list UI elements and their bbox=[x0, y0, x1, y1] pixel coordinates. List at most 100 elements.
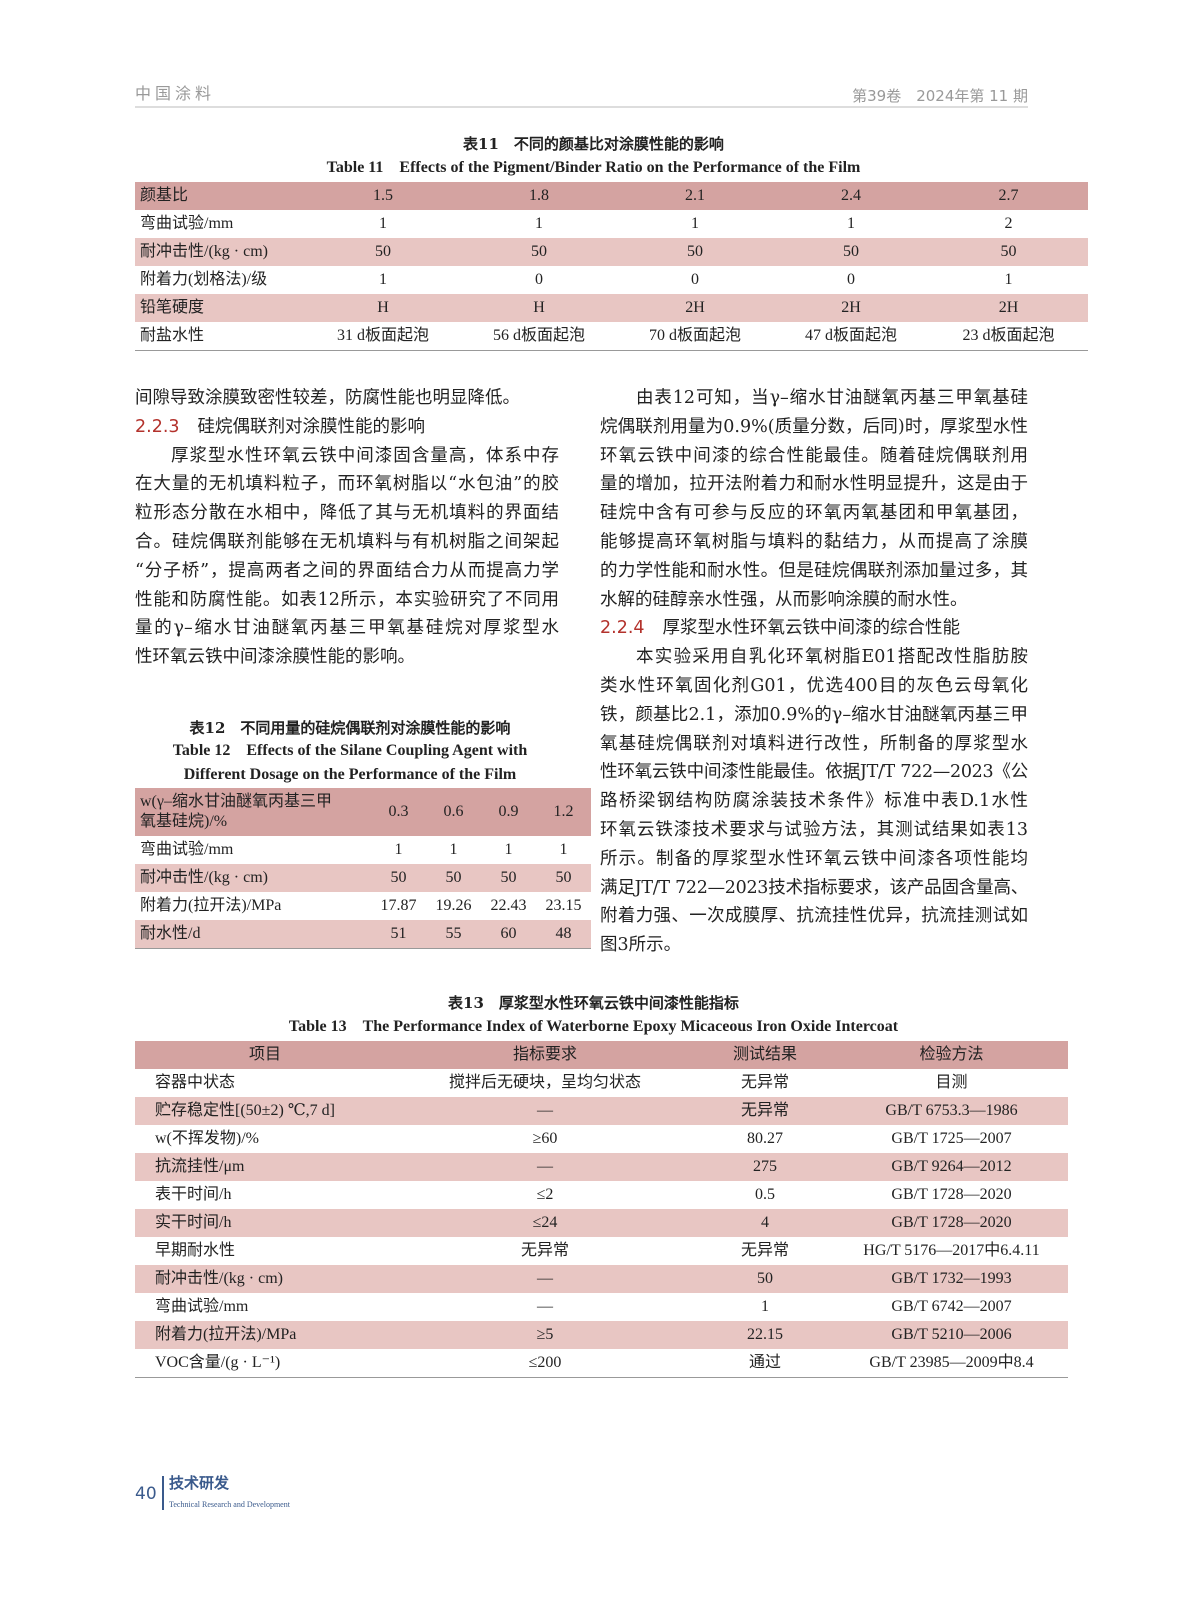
paragraph-line: 量的增加，拉开法附着力和耐水性明显提升，这是由于 bbox=[600, 474, 1028, 495]
cell: GB/T 6753.3—1986 bbox=[835, 1097, 1068, 1125]
cell: — bbox=[395, 1153, 695, 1181]
paragraph-line: 厚浆型水性环氧云铁中间漆固含量高，体系中存 bbox=[171, 445, 559, 466]
table-row: 附着力(划格法)/级 1 0 0 0 1 bbox=[135, 266, 1088, 294]
row-label: 表干时间/h bbox=[155, 1186, 232, 1203]
cell: — bbox=[537, 1298, 553, 1315]
section-heading-2-2-4: 2.2.4 厚浆型水性环氧云铁中间漆的综合性能 bbox=[600, 614, 1028, 643]
paragraph-line: 铁，颜基比2.1，添加0.9%的γ–缩水甘油醚氧丙基三甲 bbox=[600, 704, 1028, 725]
cell: 1 bbox=[449, 841, 458, 858]
table-row: 早期耐水性 无异常 无异常 HG/T 5176—2017中6.4.11 bbox=[135, 1237, 1068, 1265]
header-label-line: 氧基硅烷)/% bbox=[140, 813, 228, 830]
cell: GB/T 23985—2009中8.4 bbox=[835, 1349, 1068, 1378]
row-label: 颜基比 bbox=[135, 182, 305, 210]
cell: 0 bbox=[847, 271, 855, 288]
cell: 70 d板面起泡 bbox=[617, 322, 773, 351]
paragraph-line: 在大量的无机填料粒子，而环氧树脂以“水包油”的胶 bbox=[135, 474, 559, 495]
cell: 1 bbox=[535, 215, 543, 232]
cell: GB/T 9264—2012 bbox=[835, 1153, 1068, 1181]
header-cell: 指标要求 bbox=[395, 1041, 695, 1069]
cell: 50 bbox=[929, 238, 1088, 266]
cell: ≤200 bbox=[395, 1349, 695, 1378]
header-cell: 检验方法 bbox=[835, 1041, 1068, 1069]
section-number: 2.2.4 bbox=[600, 618, 645, 639]
cell: 50 bbox=[481, 864, 536, 892]
header-cell: 1.2 bbox=[536, 788, 591, 836]
header-label-line: w(γ–缩水甘油醚氧丙基三甲 bbox=[140, 793, 332, 810]
right-column: 由表12可知，当γ–缩水甘油醚氧丙基三甲氧基硅 烷偶联剂用量为0.9%(质量分数，… bbox=[600, 384, 1028, 960]
paragraph-line: 所示。制备的厚浆型水性环氧云铁中间漆各项性能均 bbox=[600, 848, 1028, 869]
cell: 1.5 bbox=[305, 182, 461, 210]
cell: GB/T 1732—1993 bbox=[835, 1265, 1068, 1293]
table-row: VOC含量/(g · L⁻¹) ≤200 通过 GB/T 23985—2009中8.4 bbox=[135, 1349, 1068, 1378]
cell: 50 bbox=[305, 238, 461, 266]
row-label: 容器中状态 bbox=[155, 1074, 236, 1091]
table12-caption-en-1: Table 12 Effects of the Silane Coupling … bbox=[172, 742, 528, 759]
cell: 50 bbox=[695, 1265, 835, 1293]
footer-section-cn: 技术研发 bbox=[169, 1474, 230, 1492]
table-header-row: w(γ–缩水甘油醚氧丙基三甲 氧基硅烷)/% 0.3 0.6 0.9 1.2 bbox=[135, 788, 591, 836]
paragraph-line: 量的γ–缩水甘油醚氧丙基三甲氧基硅烷对厚浆型水 bbox=[135, 618, 559, 639]
row-label: 耐水性/d bbox=[135, 920, 371, 949]
cell: 1 bbox=[691, 215, 699, 232]
paragraph-line: 粒形态分散在水相中，降低了其与无机填料的界面结 bbox=[135, 503, 559, 524]
table12-caption-cn: 表12 不同用量的硅烷偶联剂对涂膜性能的影响 bbox=[189, 719, 511, 737]
cell: 无异常 bbox=[740, 1074, 789, 1091]
cell: 0.5 bbox=[755, 1186, 775, 1203]
cell: ≥5 bbox=[395, 1321, 695, 1349]
cell: GB/T 6742—2007 bbox=[891, 1298, 1012, 1315]
table-row: 抗流挂性/μm —275 GB/T 9264—2012 bbox=[135, 1153, 1068, 1181]
cell: 1 bbox=[394, 841, 403, 858]
cell: 2.4 bbox=[773, 182, 929, 210]
cell: 48 bbox=[536, 920, 591, 949]
cell: 50 bbox=[461, 238, 617, 266]
row-label: 贮存稳定性[(50±2) ℃,7 d] bbox=[135, 1097, 395, 1125]
table-row: 弯曲试验/mm 1 1 1 1 bbox=[135, 836, 591, 864]
header-cell: 0.3 bbox=[371, 788, 426, 836]
paragraph-line: 路桥梁钢结构防腐涂装技术条件》标准中表D.1水性 bbox=[600, 791, 1028, 812]
left-column: 间隙导致涂膜致密性较差，防腐性能也明显降低。 2.2.3 硅烷偶联剂对涂膜性能的影… bbox=[135, 384, 559, 672]
header-cell: 项目 bbox=[135, 1041, 395, 1069]
row-label: 附着力(拉开法)/MPa bbox=[140, 897, 282, 914]
section-title: 硅烷偶联剂对涂膜性能的影响 bbox=[197, 416, 426, 437]
table-13: 项目 指标要求 测试结果 检验方法 容器中状态 搅拌后无硬块，呈均匀状态 无异常 目测 贮存稳定… bbox=[135, 1041, 1068, 1378]
table-11: 颜基比 1.5 1.8 2.1 2.4 2.7 弯曲试验/mm 1 1 1 1 2 耐冲击性/(kg ·… bbox=[135, 182, 1088, 351]
row-label: VOC含量/(g · L⁻¹) bbox=[135, 1349, 395, 1378]
cell: GB/T 1728—2020 bbox=[835, 1209, 1068, 1237]
row-label: 附着力(拉开法)/MPa bbox=[135, 1321, 395, 1349]
table-header-row: 项目 指标要求 测试结果 检验方法 bbox=[135, 1041, 1068, 1069]
cell: 搅拌后无硬块，呈均匀状态 bbox=[448, 1074, 641, 1091]
table-row: w(不挥发物)/% ≥60 80.27 GB/T 1725—2007 bbox=[135, 1125, 1068, 1153]
table13-caption-cn: 表13 厚浆型水性环氧云铁中间漆性能指标 bbox=[448, 994, 739, 1012]
table13-caption-en: Table 13 The Performance Index of Waterb… bbox=[288, 1018, 899, 1035]
header-cell: 0.6 bbox=[426, 788, 481, 836]
table-row: 表干时间/h ≤2 0.5 GB/T 1728—2020 bbox=[135, 1181, 1068, 1209]
cell: 47 d板面起泡 bbox=[773, 322, 929, 351]
row-label: 耐冲击性/(kg · cm) bbox=[135, 1265, 395, 1293]
paragraph-line: 本实验采用自乳化环氧树脂E01搭配改性脂肪胺 bbox=[636, 647, 1028, 668]
paragraph-line: 图3所示。 bbox=[600, 935, 682, 956]
table-row: 铅笔硬度 H H 2H 2H 2H bbox=[135, 294, 1088, 322]
cell: 0 bbox=[535, 271, 543, 288]
row-label: 弯曲试验/mm bbox=[140, 841, 234, 858]
cell: 50 bbox=[426, 864, 481, 892]
row-label: w(不挥发物)/% bbox=[155, 1130, 259, 1147]
cell: 55 bbox=[426, 920, 481, 949]
row-label: 耐盐水性 bbox=[135, 322, 305, 351]
journal-name: 中国涂料 bbox=[135, 84, 216, 103]
paragraph-line: 水解的硅醇亲水性强，从而影响涂膜的耐水性。 bbox=[600, 589, 968, 610]
table-12: w(γ–缩水甘油醚氧丙基三甲 氧基硅烷)/% 0.3 0.6 0.9 1.2 弯曲试验/mm… bbox=[135, 788, 591, 949]
header-cell: 测试结果 bbox=[695, 1041, 835, 1069]
row-label: 耐冲击性/(kg · cm) bbox=[135, 238, 305, 266]
page-number: 40 bbox=[135, 1484, 157, 1504]
cell: 56 d板面起泡 bbox=[461, 322, 617, 351]
cell: ≤2 bbox=[536, 1186, 554, 1203]
row-label: 铅笔硬度 bbox=[135, 294, 305, 322]
cell: ≥60 bbox=[532, 1130, 558, 1147]
row-label: 附着力(划格法)/级 bbox=[140, 271, 268, 288]
row-label: 抗流挂性/μm bbox=[135, 1153, 395, 1181]
cell: 31 d板面起泡 bbox=[305, 322, 461, 351]
table-row: 耐水性/d 51 55 60 48 bbox=[135, 920, 591, 949]
cell: 22.43 bbox=[490, 897, 527, 914]
row-label: 耐冲击性/(kg · cm) bbox=[135, 864, 371, 892]
paragraph-line: 类水性环氧固化剂G01，优选400目的灰色云母氧化 bbox=[600, 675, 1028, 696]
